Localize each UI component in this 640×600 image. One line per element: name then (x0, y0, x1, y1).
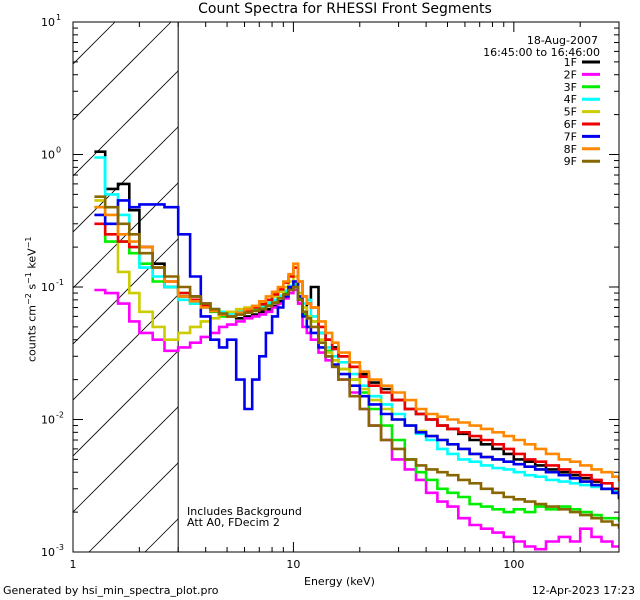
y-tick-exponent: -2 (56, 411, 64, 420)
y-axis-label: counts cm−2 s−1 keV−1 (24, 236, 39, 362)
series-8F-line (94, 205, 619, 482)
y-tick-exponent: 1 (56, 13, 61, 22)
y-tick-label: 10 (41, 414, 55, 427)
generated-by-footer: Generated by hsi_min_spectra_plot.pro (3, 584, 219, 597)
y-tick-exponent: -3 (56, 543, 64, 552)
attenuator-hatch-region (0, 22, 619, 552)
y-tick-label: 10 (41, 16, 55, 29)
legend-label-7F: 7F (564, 130, 577, 143)
legend-label-8F: 8F (564, 143, 577, 156)
observation-time-range: 16:45:00 to 16:46:00 (483, 46, 600, 59)
series-layer (94, 150, 619, 551)
attenuator-note: Att A0, FDecim 2 (187, 516, 280, 529)
hatch-line (73, 22, 172, 121)
legend-label-3F: 3F (564, 81, 577, 94)
legend-label-2F: 2F (564, 68, 577, 81)
x-tick-label: 1 (70, 558, 77, 571)
x-axis-label: Energy (keV) (304, 575, 375, 588)
x-tick-label: 10 (286, 558, 300, 571)
y-tick-label: 10 (41, 281, 55, 294)
hatch-line (0, 22, 3, 552)
y-tick-exponent: -1 (56, 278, 64, 287)
legend-label-5F: 5F (564, 106, 577, 119)
observation-date: 18-Aug-2007 (526, 34, 598, 47)
legend-label-4F: 4F (564, 93, 577, 106)
y-tick-label: 10 (41, 149, 55, 162)
timestamp-footer: 12-Apr-2023 17:23 (531, 584, 635, 597)
chart-title: Count Spectra for RHESSI Front Segments (198, 1, 492, 17)
series-9F-line (94, 195, 619, 529)
x-tick-label: 100 (503, 558, 524, 571)
hatch-line (73, 22, 116, 65)
legend-label-9F: 9F (564, 155, 577, 168)
background-note: Includes Background (187, 505, 302, 518)
legend-label-1F: 1F (564, 56, 577, 69)
y-tick-label: 10 (41, 546, 55, 559)
hatch-line (73, 22, 228, 177)
y-tick-exponent: 0 (56, 146, 61, 155)
legend-label-6F: 6F (564, 118, 577, 131)
